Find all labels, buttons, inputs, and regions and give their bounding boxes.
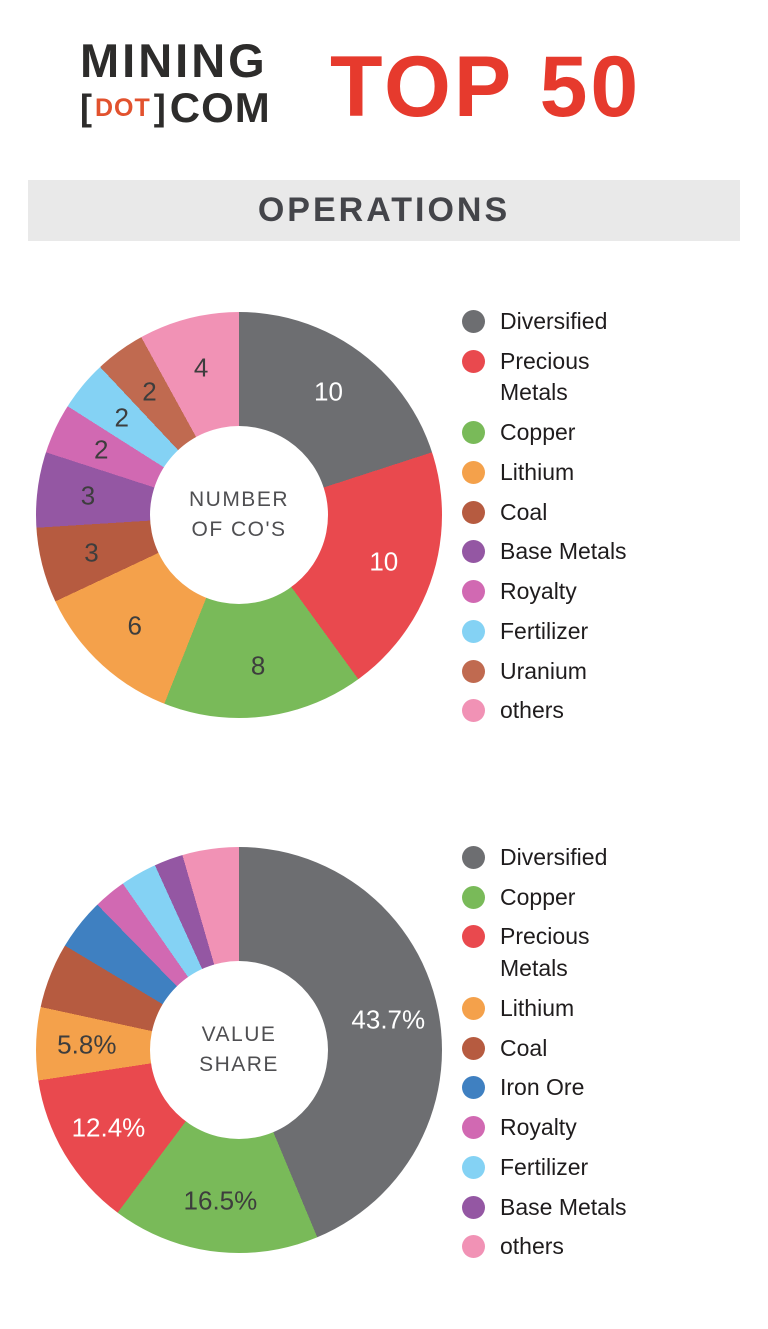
logo-dot-text: DOT xyxy=(95,93,151,122)
donut-labels: 43.7% 16.5% 12.4% 5.8% xyxy=(36,847,442,1253)
legend-color-dot xyxy=(462,659,485,683)
legend-color-dot xyxy=(462,699,485,723)
legend-color-dot xyxy=(462,1036,485,1060)
legend-item: Lithium xyxy=(462,457,742,489)
legend-label: Base Metals xyxy=(500,1193,627,1220)
legend-label: others xyxy=(500,697,564,724)
legend-color-dot xyxy=(462,846,485,869)
legend-color-dot xyxy=(462,310,485,333)
legend-color-dot xyxy=(462,1155,485,1179)
legend-item: Iron Ore xyxy=(462,1072,742,1104)
center-label-line2: SHARE xyxy=(199,1053,279,1076)
center-label-line1: NUMBER xyxy=(188,487,289,511)
legend-label: others xyxy=(500,1233,564,1260)
legend-color-dot xyxy=(462,421,485,445)
slice-value-label: 2 xyxy=(142,376,157,407)
legend-color-dot xyxy=(462,1116,485,1140)
legend-color-dot xyxy=(462,925,485,949)
legend-label: Uranium xyxy=(500,657,587,684)
logo-dotcom-row: [ DOT ] COM xyxy=(80,87,271,129)
legend-label: Iron Ore xyxy=(500,1074,585,1101)
legend-item: Royalty xyxy=(462,576,742,608)
legend-label: Royalty xyxy=(500,1114,577,1141)
legend-item: others xyxy=(462,695,742,727)
legend-label: Coal xyxy=(500,498,548,525)
legend-label: Fertilizer xyxy=(500,617,589,644)
donut-hole: NUMBER OF CO'S xyxy=(150,426,328,604)
legend-color-dot xyxy=(462,349,485,373)
mining-com-logo: MINING [ DOT ] COM xyxy=(80,36,271,129)
logo-mining-text: MINING xyxy=(80,34,268,87)
legend-item: Coal xyxy=(462,1033,742,1065)
legend-color-dot xyxy=(462,460,485,484)
legend-item: Fertilizer xyxy=(462,616,742,648)
logo-com-text: COM xyxy=(169,84,271,132)
legend-color-dot xyxy=(462,1195,485,1219)
legend-item: Precious Metals xyxy=(462,346,742,409)
donut-chart-value-share: 43.7% 16.5% 12.4% 5.8% VALUE SHARE xyxy=(36,847,442,1253)
donut-chart-number-of-cos: 10 10 8 6 3 3 2 2 2 4 NUMBER OF CO'S xyxy=(36,312,442,718)
legend-label: Precious Metals xyxy=(500,923,590,982)
center-label-line1: VALUE xyxy=(201,1022,277,1046)
legend-item: Diversified xyxy=(462,842,742,874)
slice-value-label: 3 xyxy=(84,537,99,568)
legend-item: others xyxy=(462,1231,742,1263)
legend-item: Lithium xyxy=(462,993,742,1025)
slice-value-label: 4 xyxy=(193,352,209,383)
legend-item: Fertilizer xyxy=(462,1152,742,1184)
legend-label: Precious Metals xyxy=(500,347,590,406)
slice-value-label: 10 xyxy=(314,376,343,407)
legend-color-dot xyxy=(462,500,485,524)
legend-item: Base Metals xyxy=(462,536,742,568)
section-header-operations: OPERATIONS xyxy=(28,180,740,241)
slice-value-label: 16.5% xyxy=(183,1185,258,1216)
slice-value-label: 12.4% xyxy=(71,1112,146,1143)
legend-item: Base Metals xyxy=(462,1192,742,1224)
chart-center-label: NUMBER OF CO'S xyxy=(189,485,289,546)
legend-label: Diversified xyxy=(500,308,608,334)
legend-color-dot xyxy=(462,540,485,564)
legend-color-dot xyxy=(462,619,485,643)
legend-item: Coal xyxy=(462,497,742,529)
legend-label: Lithium xyxy=(500,994,575,1021)
legend-label: Base Metals xyxy=(500,538,627,565)
legend-item: Royalty xyxy=(462,1112,742,1144)
legend-color-dot xyxy=(462,885,485,909)
legend-value-share: Diversified Copper Precious Metals Lithium C… xyxy=(462,842,742,1271)
slice-value-label: 3 xyxy=(80,480,96,511)
slice-value-label: 43.7% xyxy=(351,1004,426,1035)
legend-item: Diversified xyxy=(462,306,742,338)
slice-value-label: 2 xyxy=(114,402,129,433)
legend-number-of-cos: Diversified Precious Metals Copper Lithium C… xyxy=(462,306,742,735)
legend-label: Copper xyxy=(500,883,576,910)
legend-label: Lithium xyxy=(500,458,575,485)
center-label-line2: OF CO'S xyxy=(191,518,287,541)
legend-color-dot xyxy=(462,1076,485,1100)
legend-label: Fertilizer xyxy=(500,1153,589,1180)
donut-labels: 10 10 8 6 3 3 2 2 2 4 xyxy=(36,312,442,718)
section-title: OPERATIONS xyxy=(257,191,511,229)
slice-value-label: 10 xyxy=(369,546,399,577)
slice-value-label: 8 xyxy=(250,650,266,681)
logo-close-bracket: ] xyxy=(153,87,166,129)
page-title: TOP 50 xyxy=(330,39,642,135)
legend-label: Royalty xyxy=(500,578,577,605)
donut-hole: VALUE SHARE xyxy=(150,961,328,1139)
legend-color-dot xyxy=(462,1235,485,1259)
legend-color-dot xyxy=(462,580,485,604)
legend-label: Coal xyxy=(500,1034,548,1061)
slice-value-label: 5.8% xyxy=(57,1029,117,1060)
legend-item: Copper xyxy=(462,417,742,449)
logo-open-bracket: [ xyxy=(80,87,92,129)
legend-item: Copper xyxy=(462,882,742,914)
slice-value-label: 2 xyxy=(94,434,109,465)
legend-color-dot xyxy=(462,996,485,1020)
slice-value-label: 6 xyxy=(127,610,142,641)
legend-item: Uranium xyxy=(462,656,742,688)
legend-label: Copper xyxy=(500,419,576,446)
chart-center-label: VALUE SHARE xyxy=(199,1020,279,1081)
legend-label: Diversified xyxy=(500,844,608,870)
legend-item: Precious Metals xyxy=(462,921,742,984)
